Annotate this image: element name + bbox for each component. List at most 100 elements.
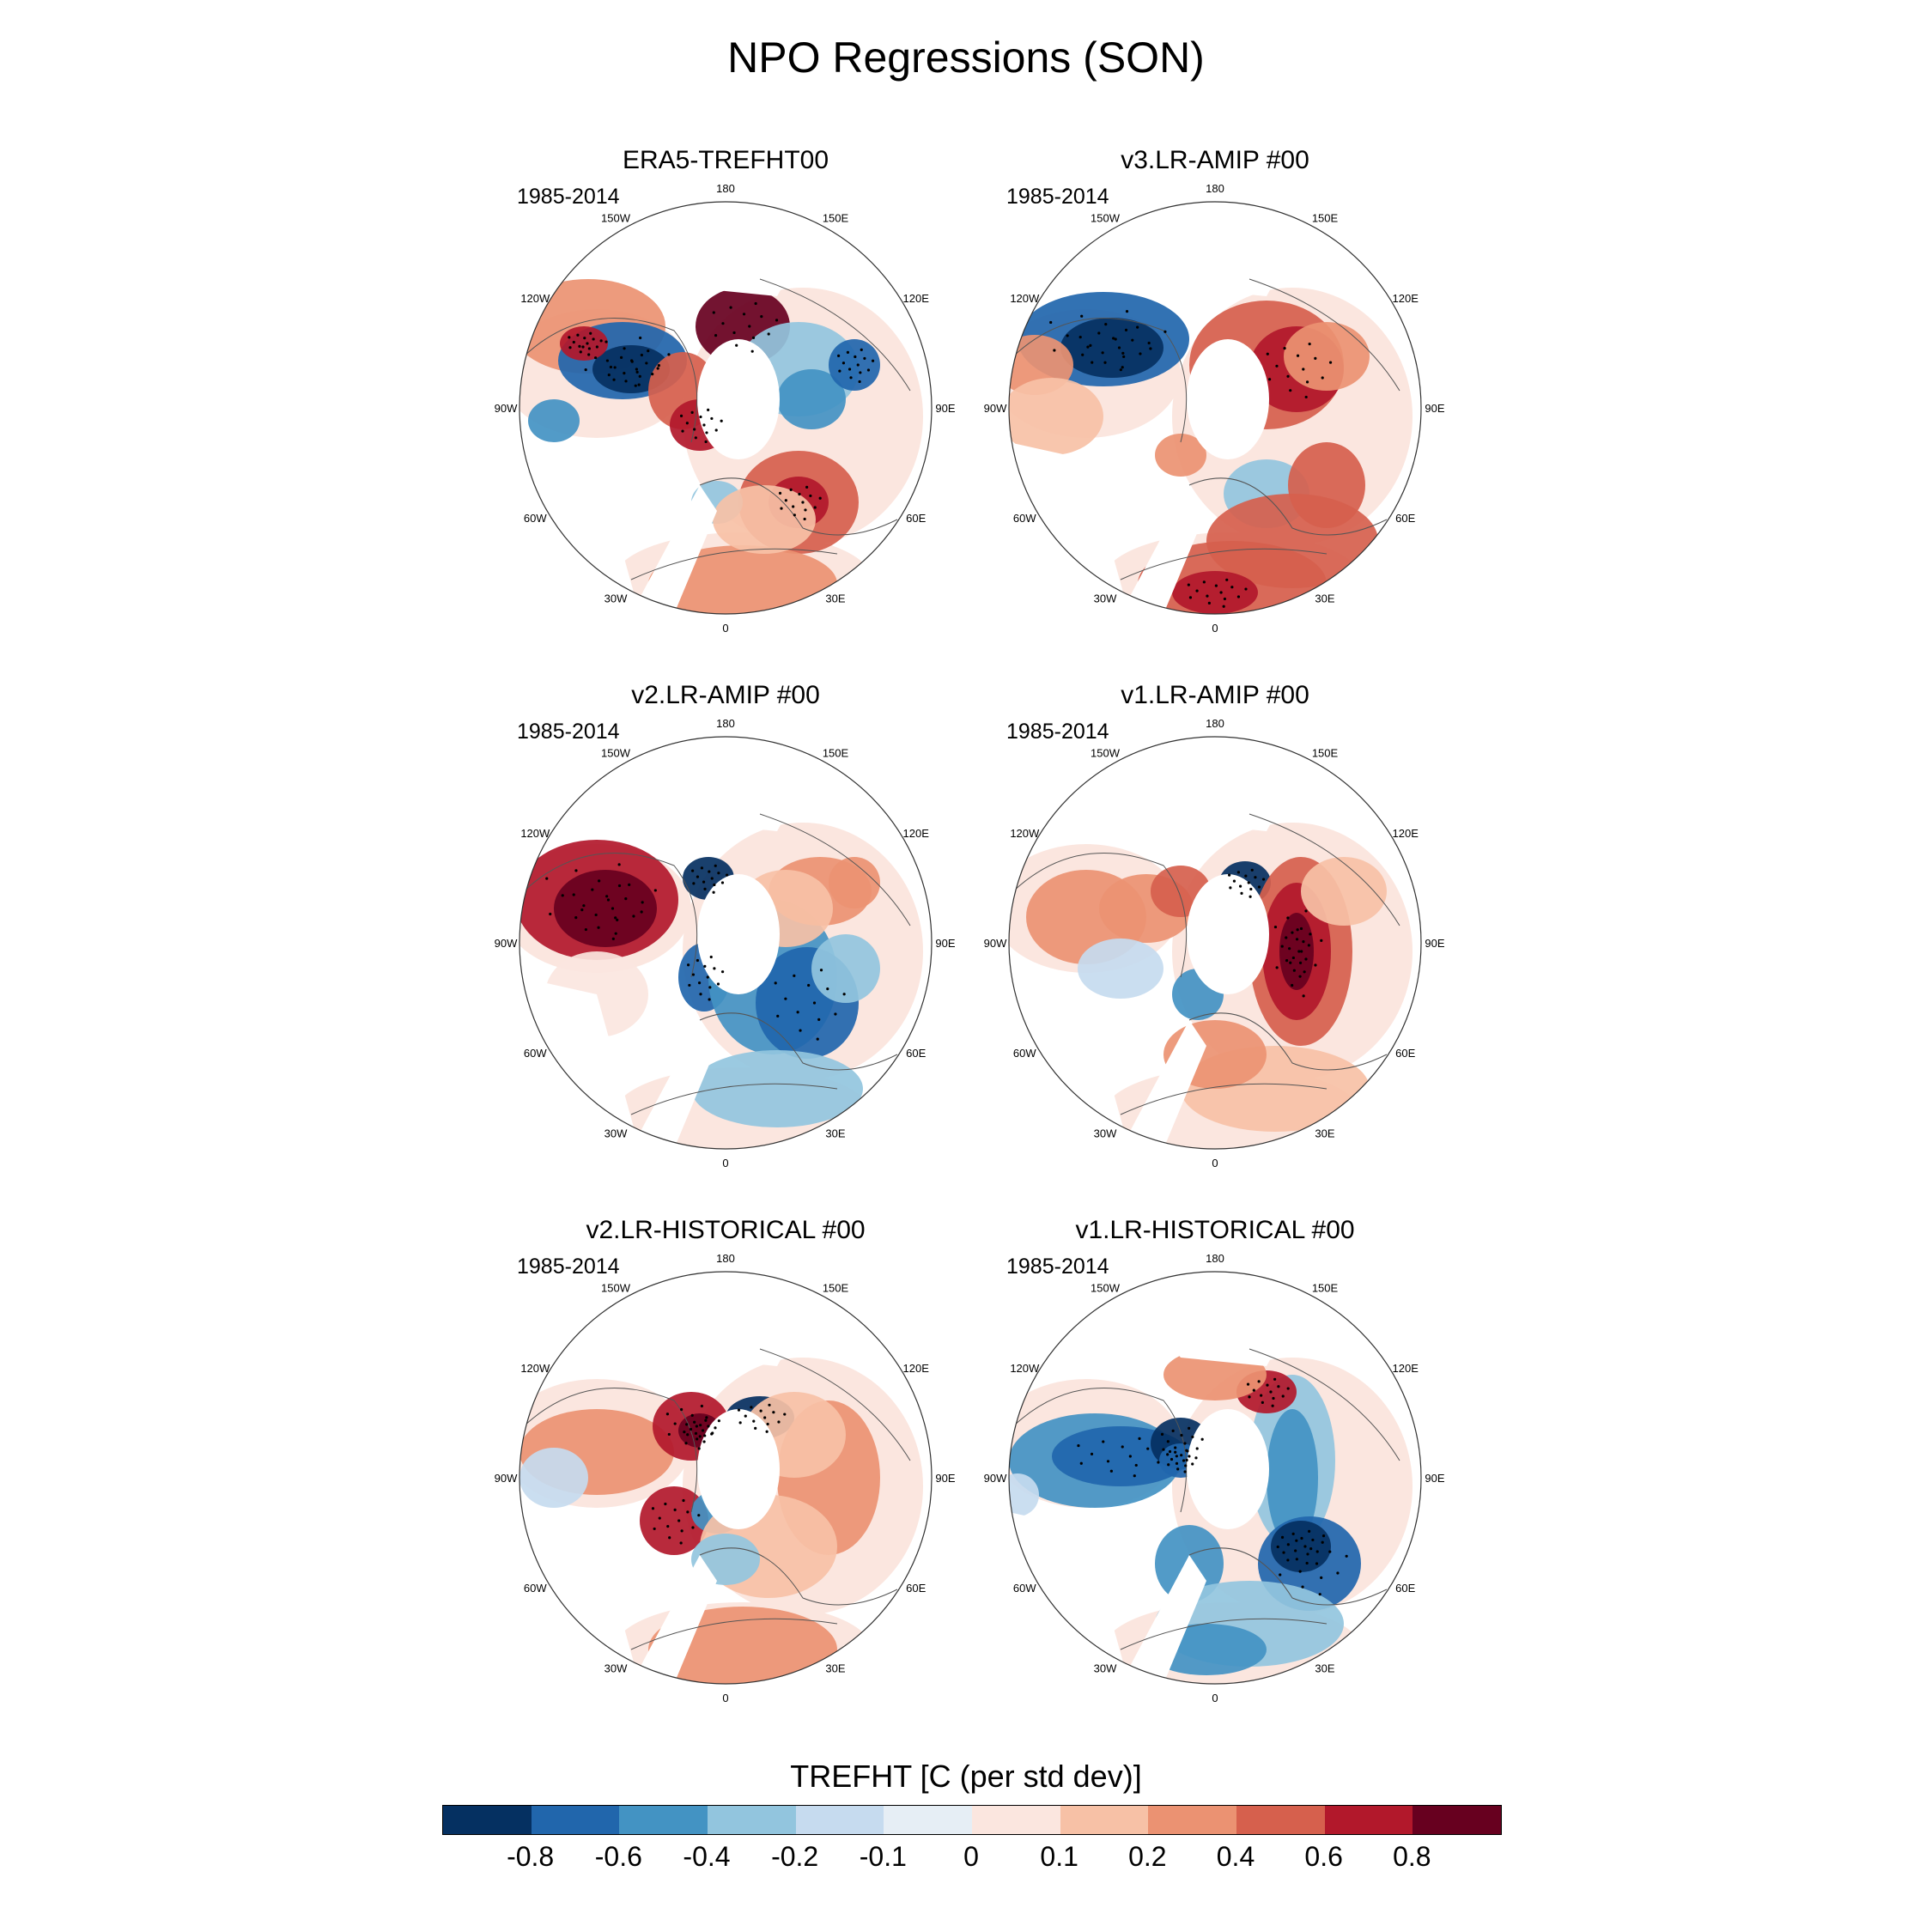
longitude-label: 30W (605, 592, 628, 605)
significance-dot (549, 912, 552, 916)
significance-dot (688, 983, 691, 987)
longitude-label: 30E (825, 592, 845, 605)
colorbar-box (1060, 1806, 1149, 1834)
significance-dot (605, 895, 609, 898)
longitude-label: 60E (906, 1047, 926, 1060)
significance-dot (572, 340, 575, 344)
significance-dot (614, 932, 617, 935)
significance-dot (1249, 887, 1253, 891)
longitude-label: 90E (935, 402, 955, 415)
significance-dot (1086, 345, 1090, 349)
panel-title: v1.LR-HISTORICAL #00 (1075, 1216, 1355, 1244)
longitude-label: 120E (903, 292, 930, 305)
longitude-label: 60W (524, 1047, 547, 1060)
map-boundary (1008, 1271, 1422, 1685)
significance-dot (1122, 355, 1126, 359)
significance-dot (1206, 594, 1209, 598)
significance-dot (694, 436, 697, 440)
significance-dot (777, 1420, 781, 1424)
colorbar-tick-label: 0.6 (1304, 1841, 1343, 1872)
significance-dot (1175, 1455, 1178, 1458)
longitude-label: 150E (1312, 211, 1339, 224)
map-panel-v2-amip: v2.LR-AMIP #00 1985-2014 180 150W 150E 120W 12… (485, 681, 966, 1170)
significance-dot (744, 1414, 747, 1418)
significance-dot (1175, 1461, 1179, 1465)
significance-dot (767, 332, 770, 336)
significance-dot (691, 869, 695, 872)
longitude-label: 180 (716, 182, 735, 195)
temperature-field (519, 737, 932, 1149)
significance-dot (1291, 931, 1294, 934)
panel-period: 1985-2014 (517, 185, 620, 209)
significance-dot (1207, 601, 1211, 605)
longitude-label: 120E (903, 1362, 930, 1375)
colorbar-tick-label: 0.1 (1040, 1841, 1078, 1872)
significance-dot (594, 913, 598, 917)
significance-dot (653, 889, 657, 892)
longitude-label: 150W (601, 746, 631, 759)
significance-dot (1261, 1400, 1264, 1404)
significance-dot (568, 336, 571, 339)
significance-dot (1266, 352, 1269, 355)
significance-dot (1328, 1550, 1332, 1553)
coastline (523, 813, 911, 1115)
significance-dot (584, 927, 587, 932)
significance-dot (1119, 368, 1122, 372)
significance-dot (609, 365, 613, 369)
significance-dot (591, 888, 594, 891)
significance-dot (1125, 310, 1129, 313)
significance-dot (768, 1403, 771, 1406)
pacific-ocean (623, 202, 829, 296)
longitude-label: 0 (722, 1692, 728, 1704)
significance-dot (673, 1508, 677, 1511)
significance-dot (846, 350, 850, 354)
significance-dot (686, 1433, 690, 1437)
significance-dot (545, 877, 549, 880)
significance-dot (561, 894, 564, 897)
significance-dot (587, 353, 591, 356)
significance-dot (595, 345, 598, 349)
anomaly-region (1279, 913, 1314, 990)
pacific-ocean (1112, 202, 1318, 296)
longitude-label: 150W (1091, 1281, 1121, 1294)
significance-dot (826, 987, 829, 991)
significance-dot (784, 499, 787, 502)
longitude-label: 120W (520, 292, 550, 305)
significance-dot (710, 877, 714, 880)
significance-dot (683, 1431, 686, 1434)
significance-dot (1305, 380, 1309, 384)
longitude-label: 30E (1315, 1127, 1334, 1140)
longitude-label: 180 (1206, 1252, 1224, 1265)
significance-dot (583, 337, 586, 340)
significance-dot (1163, 330, 1167, 333)
longitude-label: 180 (1206, 717, 1224, 730)
longitude-label: 120W (1010, 827, 1040, 840)
significance-dot (1273, 1377, 1277, 1381)
colorbar-tick-label: 0.2 (1128, 1841, 1167, 1872)
anomaly-region (1060, 318, 1163, 378)
significance-dot (1303, 1545, 1307, 1548)
significance-dot (640, 353, 643, 357)
panel-title: v2.LR-HISTORICAL #00 (586, 1216, 866, 1244)
significance-dot (817, 1018, 821, 1021)
polar-map: 180 150W 150E 120W 120E 90W 90E 60W 60E 30W 30E 0 (495, 717, 956, 1170)
significance-dot (1328, 361, 1333, 364)
anomaly-region (640, 1486, 708, 1555)
longitude-label: 90W (984, 1472, 1007, 1485)
significance-dot (1275, 364, 1279, 368)
significance-dot (607, 374, 611, 377)
significance-dot (1345, 1554, 1348, 1558)
significance-dot (1286, 374, 1290, 378)
significance-dot (1280, 1535, 1285, 1539)
significance-dot (1246, 1382, 1250, 1386)
significance-dot (1254, 876, 1257, 879)
significance-dot (854, 355, 857, 359)
longitude-label: 180 (1206, 182, 1224, 195)
panel-title: v3.LR-AMIP #00 (1121, 146, 1309, 174)
significance-dot (1299, 927, 1303, 931)
significance-dot (1291, 1532, 1295, 1535)
map-boundary (519, 1271, 933, 1685)
significance-dot (666, 1525, 670, 1528)
significance-dot (653, 1527, 656, 1531)
significance-dot (858, 380, 861, 384)
